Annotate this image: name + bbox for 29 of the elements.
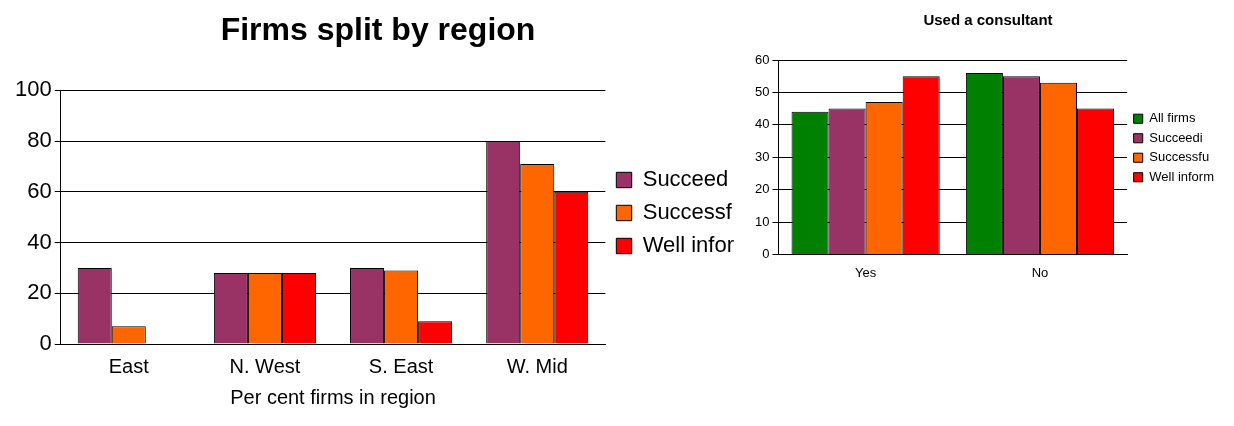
y-tick-label: 40	[754, 116, 770, 132]
y-tick-label: 100	[14, 76, 52, 102]
y-tick-label: 60	[754, 51, 770, 67]
x-tick-label: W. Mid	[506, 354, 568, 377]
legend-label: Well infor	[642, 232, 735, 258]
y-tick-label: 10	[754, 213, 770, 229]
y-tick-label: 20	[27, 279, 52, 305]
y-tick-label: 0	[39, 330, 52, 356]
legend-label: Successfu	[1149, 149, 1210, 165]
y-tick-label: 50	[754, 83, 770, 99]
legend-label: Succeed	[642, 166, 729, 192]
chart-title: Used a consultant	[923, 11, 1053, 29]
y-tick-label: 80	[27, 127, 52, 153]
legend-label: All firms	[1149, 110, 1196, 126]
x-tick-label: Yes	[855, 264, 877, 280]
legend-label: Succeedi	[1149, 129, 1203, 145]
x-tick-label: N. West	[229, 354, 301, 377]
x-tick-label: S. East	[368, 354, 434, 377]
y-tick-label: 0	[762, 245, 770, 261]
x-tick-label: No	[1031, 264, 1049, 280]
chart-title: Firms split by region	[220, 11, 536, 48]
y-tick-label: 60	[27, 177, 52, 203]
x-axis-title: Per cent firms in region	[230, 385, 436, 408]
y-tick-label: 30	[754, 148, 770, 164]
y-tick-label: 40	[27, 228, 52, 254]
legend-label: Well inform	[1149, 168, 1215, 184]
x-tick-label: East	[108, 354, 150, 377]
legend-label: Successf	[642, 199, 733, 225]
y-tick-label: 20	[754, 181, 770, 197]
